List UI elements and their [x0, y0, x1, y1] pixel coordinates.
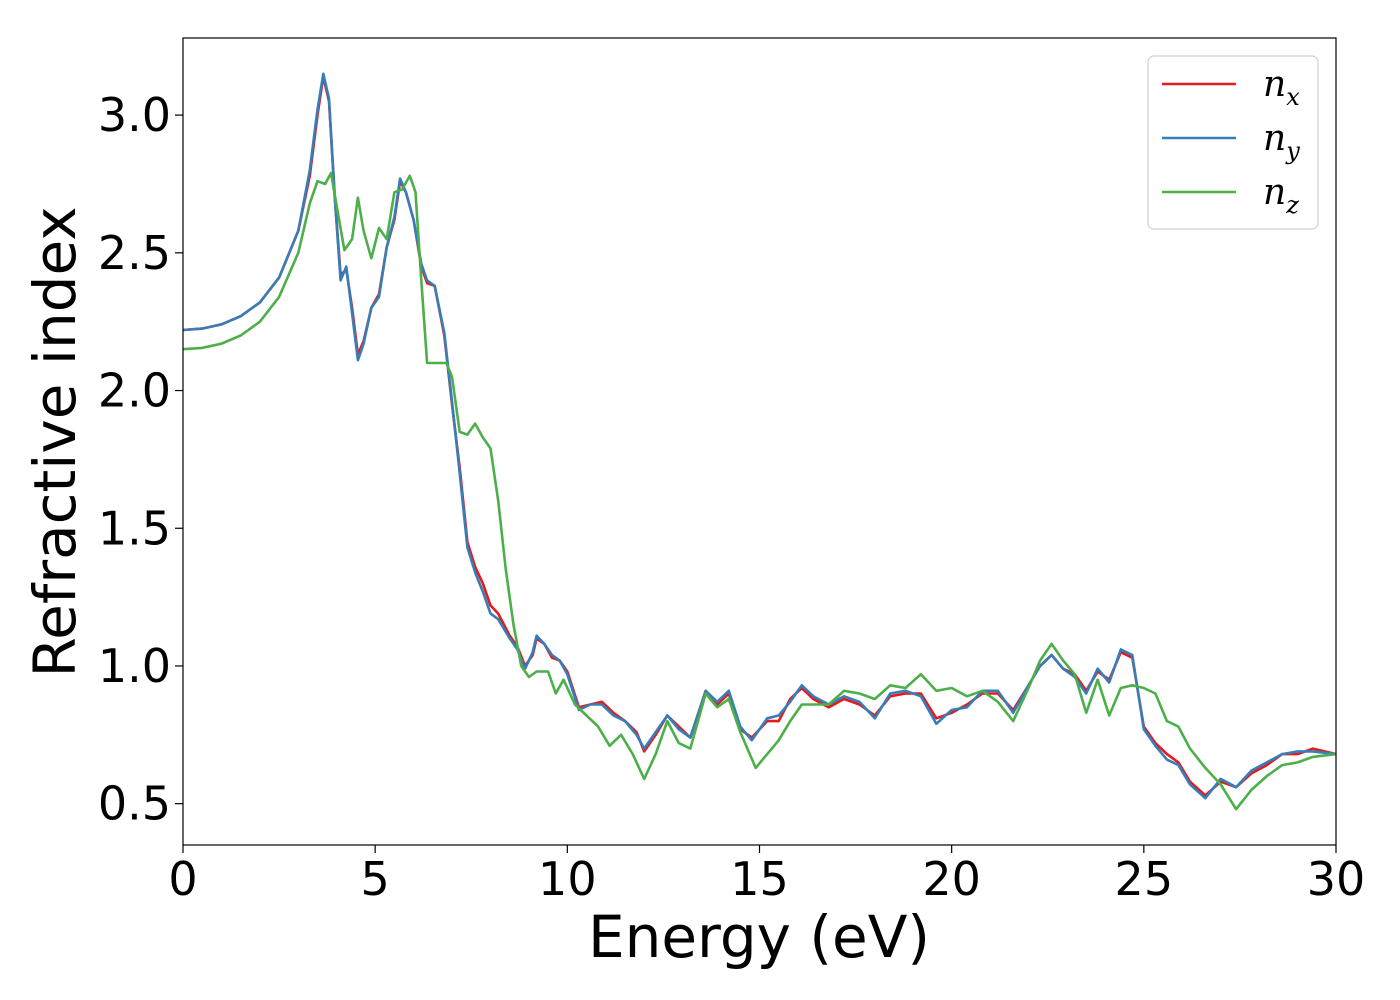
y-tick-label: 1.0 [98, 639, 171, 693]
x-axis-title: Energy (eV) [588, 903, 930, 971]
x-tick-label: 25 [1115, 852, 1174, 906]
legend-label-x: nx [1263, 64, 1300, 111]
plot-area [183, 72, 1336, 811]
legend-label-z: nz [1263, 172, 1299, 219]
x-tick-label: 0 [168, 852, 197, 906]
y-tick-label: 1.5 [98, 501, 171, 555]
legend-label-y: ny [1263, 118, 1300, 165]
x-tick-label: 15 [730, 852, 789, 906]
x-tick-label: 10 [538, 852, 597, 906]
series-line-ny [183, 72, 1336, 800]
y-tick-label: 0.5 [98, 777, 171, 831]
legend: nx ny nz [1147, 55, 1319, 230]
y-tick-label: 2.5 [98, 226, 171, 280]
y-tick-label: 3.0 [98, 88, 171, 142]
legend-box [1147, 55, 1319, 230]
x-tick-label: 30 [1307, 852, 1366, 906]
y-axis-title: Refractive index [21, 206, 89, 677]
x-tick-label: 20 [922, 852, 981, 906]
axes: 0 5 10 15 20 25 30 0.5 1.0 1.5 2.0 2.5 3.0 [98, 37, 1366, 906]
y-tick-label: 2.0 [98, 364, 171, 418]
x-tick-label: 5 [361, 852, 390, 906]
series-line-nz [183, 171, 1336, 811]
